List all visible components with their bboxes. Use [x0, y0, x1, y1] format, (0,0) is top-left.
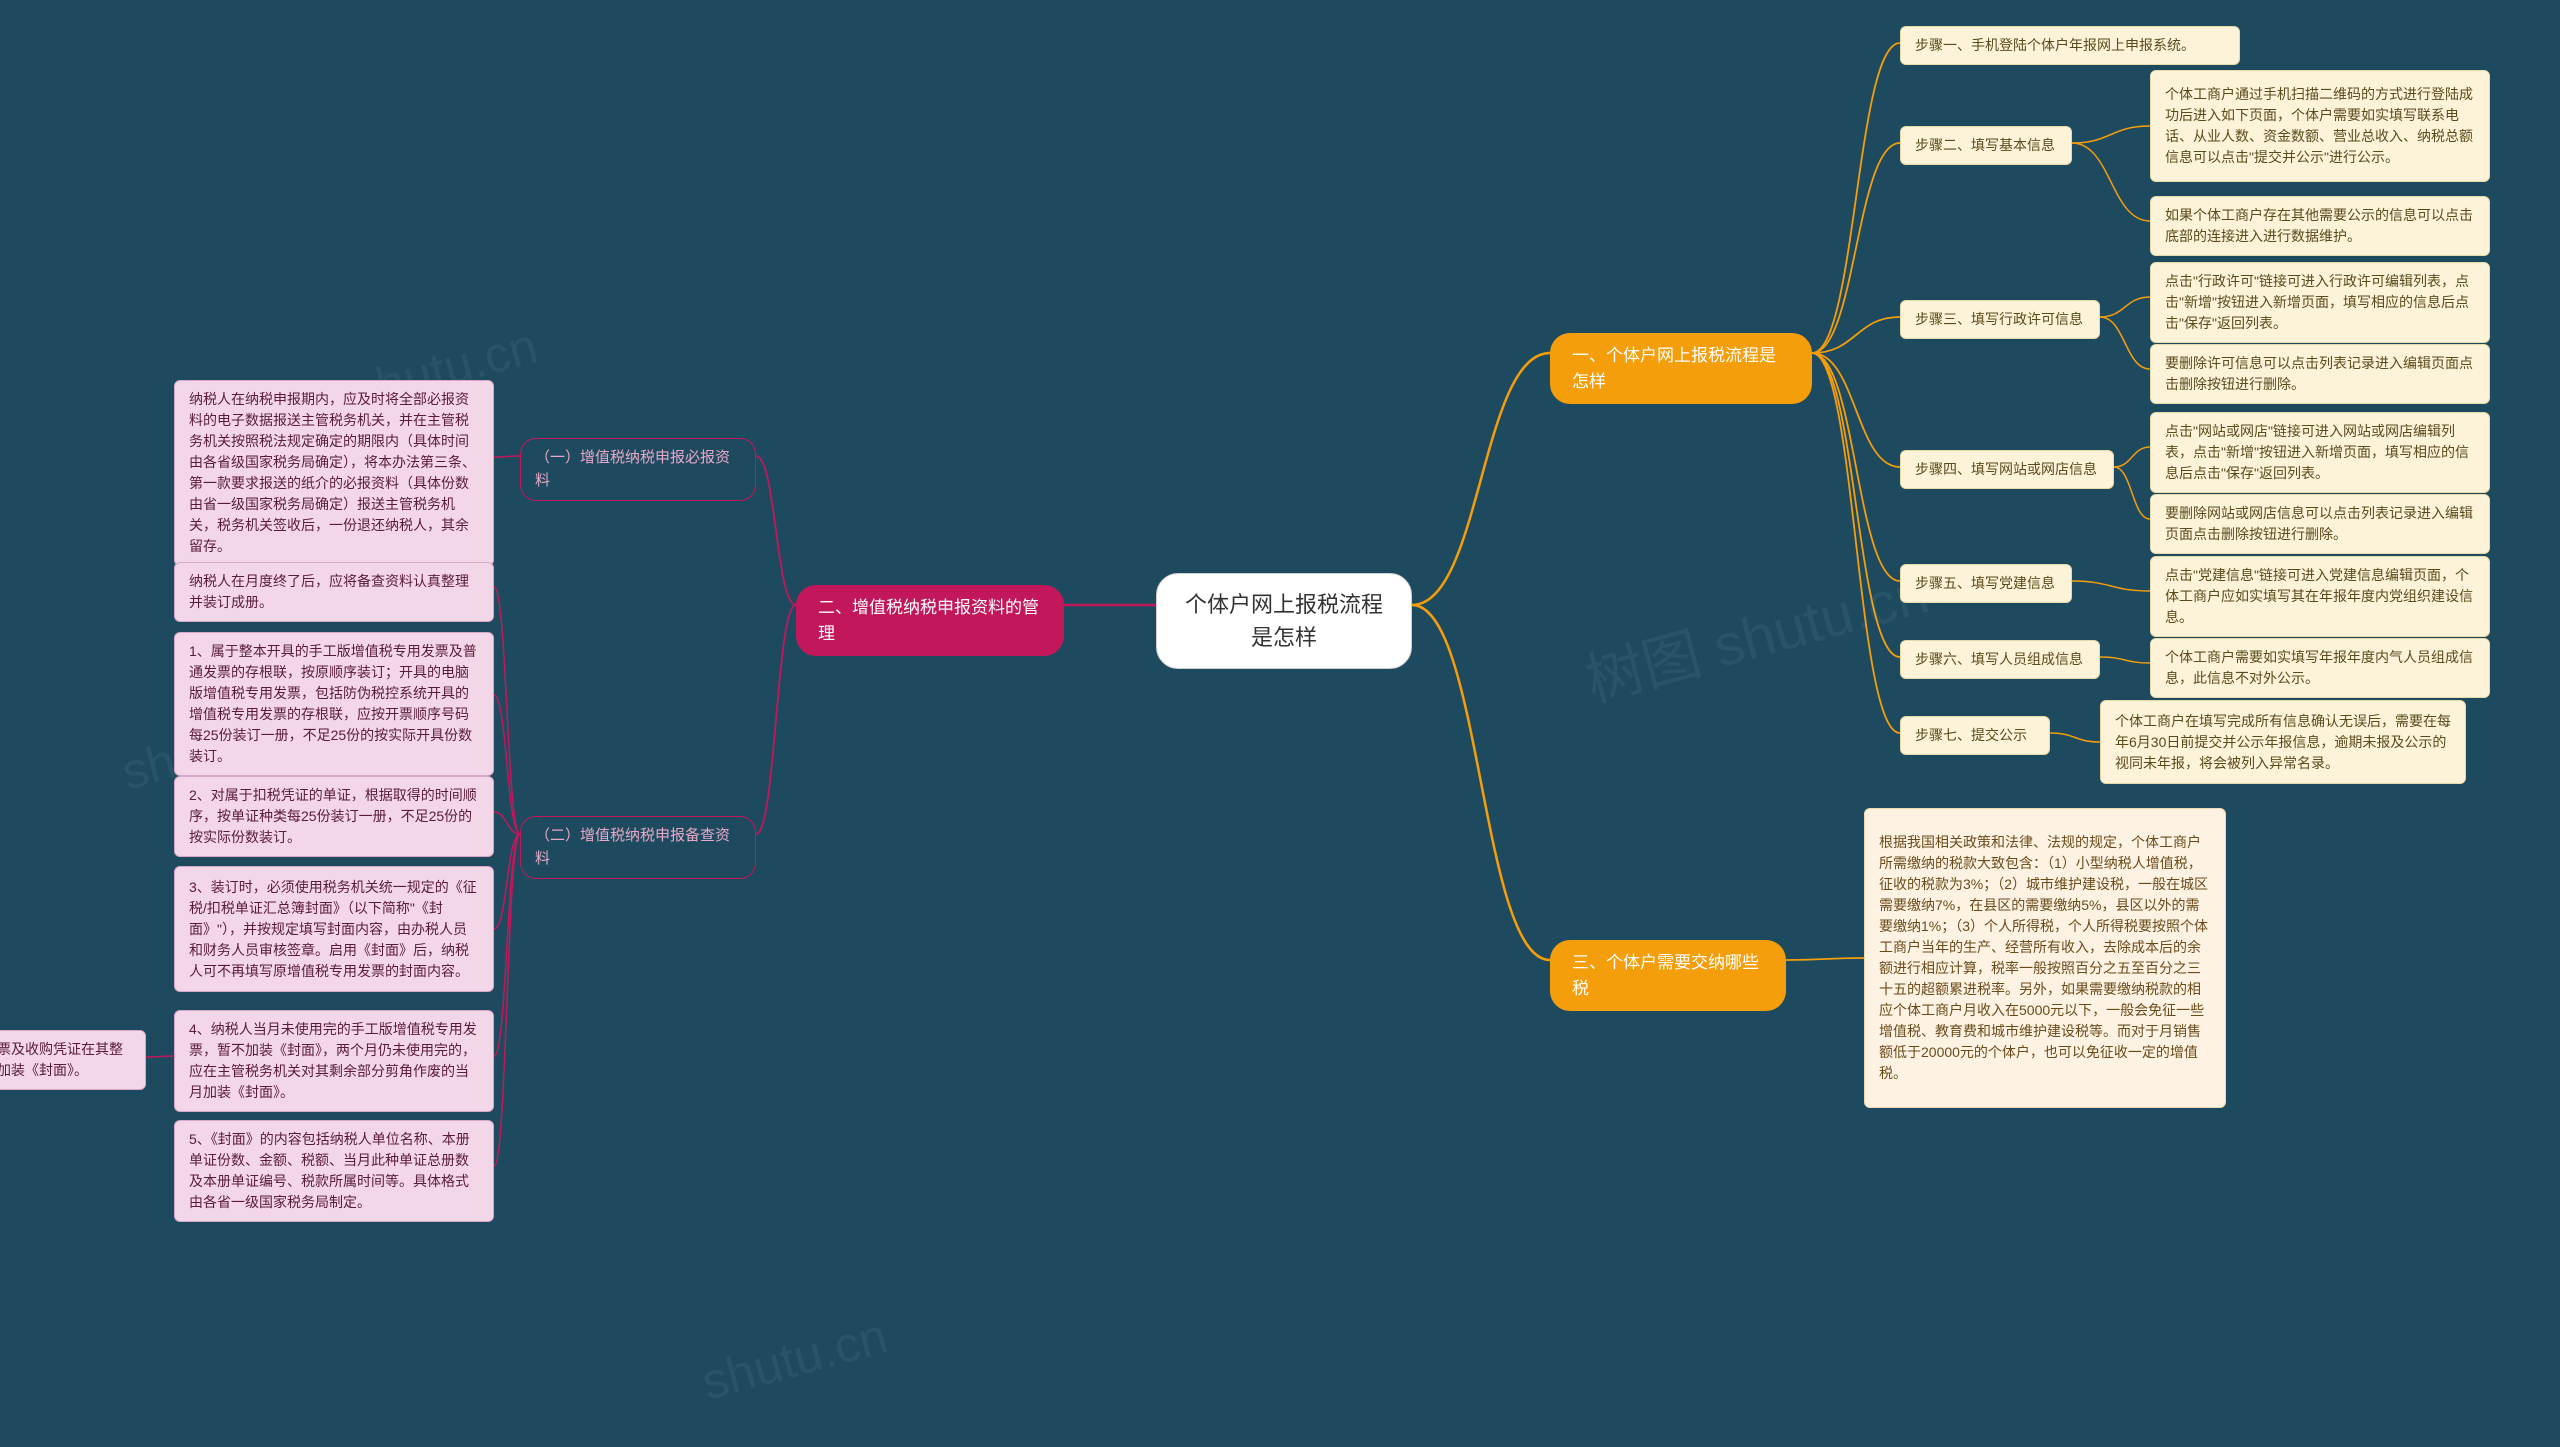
leaf-node: 步骤二、填写基本信息 [1900, 126, 2072, 165]
leaf-node: （二）增值税纳税申报备查资料 [520, 816, 756, 879]
leaf-node: 步骤七、提交公示 [1900, 716, 2050, 755]
leaf-node: 点击"网站或网店"链接可进入网站或网店编辑列表，点击"新增"按钮进入新增页面，填… [2150, 412, 2490, 493]
branch-node: 三、个体户需要交纳哪些税 [1550, 940, 1786, 1011]
leaf-node: 5、《封面》的内容包括纳税人单位名称、本册单证份数、金额、税额、当月此种单证总册… [174, 1120, 494, 1222]
leaf-node: 根据我国相关政策和法律、法规的规定，个体工商户所需缴纳的税款大致包含：（1）小型… [1864, 808, 2226, 1108]
leaf-node: 1、属于整本开具的手工版增值税专用发票及普通发票的存根联，按原顺序装订；开具的电… [174, 632, 494, 776]
leaf-node: 个体工商户需要如实填写年报年度内气人员组成信息，此信息不对外公示。 [2150, 638, 2490, 698]
watermark: shutu.cn [696, 1307, 894, 1412]
leaf-node: 步骤五、填写党建信息 [1900, 564, 2072, 603]
leaf-node: 纳税人在月度终了后，应将备查资料认真整理并装订成册。 [174, 562, 494, 622]
leaf-node: 点击"党建信息"链接可进入党建信息编辑页面，个体工商户应如实填写其在年报年度内党… [2150, 556, 2490, 637]
leaf-node: 步骤三、填写行政许可信息 [1900, 300, 2100, 339]
leaf-node: 个体工商户在填写完成所有信息确认无误后，需要在每年6月30日前提交并公示年报信息… [2100, 700, 2466, 784]
center-node: 个体户网上报税流程是怎样 [1156, 573, 1412, 669]
leaf-node: 3、装订时，必须使用税务机关统一规定的《征税/扣税单证汇总簿封面》（以下简称"《… [174, 866, 494, 992]
branch-node: 二、增值税纳税申报资料的管理 [796, 585, 1064, 656]
leaf-node: 纳税人在纳税申报期内，应及时将全部必报资料的电子数据报送主管税务机关，并在主管税… [174, 380, 494, 566]
leaf-node: 纳税人开具的普通发票及收购凭证在其整本使用完毕的当月，加装《封面》。 [0, 1030, 146, 1090]
leaf-node: 步骤六、填写人员组成信息 [1900, 640, 2100, 679]
leaf-node: 要删除网站或网店信息可以点击列表记录进入编辑页面点击删除按钮进行删除。 [2150, 494, 2490, 554]
leaf-node: 个体工商户通过手机扫描二维码的方式进行登陆成功后进入如下页面，个体户需要如实填写… [2150, 70, 2490, 182]
leaf-node: 要删除许可信息可以点击列表记录进入编辑页面点击删除按钮进行删除。 [2150, 344, 2490, 404]
leaf-node: （一）增值税纳税申报必报资料 [520, 438, 756, 501]
leaf-node: 2、对属于扣税凭证的单证，根据取得的时间顺序，按单证种类每25份装订一册，不足2… [174, 776, 494, 857]
leaf-node: 如果个体工商户存在其他需要公示的信息可以点击底部的连接进入进行数据维护。 [2150, 196, 2490, 256]
branch-node: 一、个体户网上报税流程是怎样 [1550, 333, 1812, 404]
leaf-node: 步骤一、手机登陆个体户年报网上申报系统。 [1900, 26, 2240, 65]
leaf-node: 4、纳税人当月未使用完的手工版增值税专用发票，暂不加装《封面》，两个月仍未使用完… [174, 1010, 494, 1112]
watermark: 树图 shutu.cn [1575, 546, 1936, 718]
leaf-node: 步骤四、填写网站或网店信息 [1900, 450, 2114, 489]
leaf-node: 点击"行政许可"链接可进入行政许可编辑列表，点击"新增"按钮进入新增页面，填写相… [2150, 262, 2490, 343]
